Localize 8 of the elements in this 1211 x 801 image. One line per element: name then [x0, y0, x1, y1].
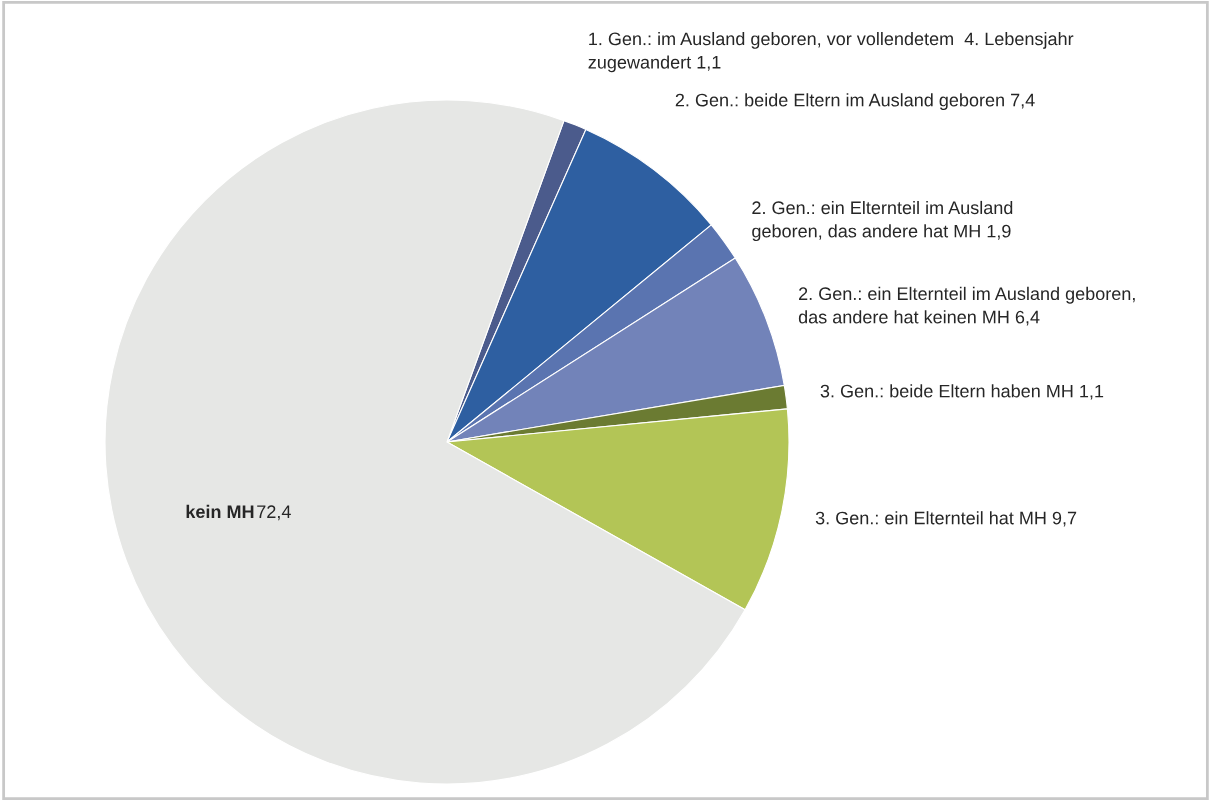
slice-label: 1. Gen.: im Ausland geboren, vor vollendetem 4. Lebensjahr zugewandert 1,1 [588, 32, 1074, 73]
slice-label: 2. Gen.: ein Elternteil im Ausland geboren, das andere hat keinen MH 6,4 [798, 286, 1135, 326]
data-label: 72,4 [257, 505, 291, 521]
slice-label: 2. Gen.: ein Elternteil im Ausland geboren, das andere hat MH 1,9 [752, 200, 1013, 242]
slice-label: kein MH [186, 504, 254, 519]
slice-label: 3. Gen.: beide Eltern haben MH 1,1 [820, 384, 1104, 400]
slice-label: 2. Gen.: beide Eltern im Ausland geboren 7,4 [675, 93, 1035, 111]
slice-label: 3. Gen.: ein Elternteil hat MH 9,7 [815, 511, 1077, 527]
